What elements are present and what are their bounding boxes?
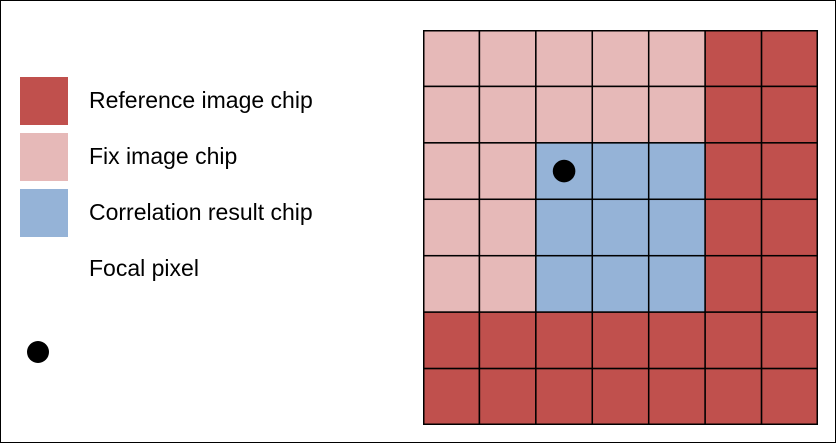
legend-item-fix: Fix image chip xyxy=(20,133,380,181)
grid-cell-correlation xyxy=(535,198,594,257)
grid-cell-reference xyxy=(704,367,763,425)
grid-cell-fix xyxy=(535,85,594,144)
grid-cell-fix xyxy=(535,30,594,88)
grid-cell-fix xyxy=(423,30,481,88)
grid-cell-reference xyxy=(760,142,818,201)
fix-swatch xyxy=(20,133,68,181)
grid-cell-correlation xyxy=(647,142,706,201)
grid-cell-reference xyxy=(478,311,537,370)
grid-cell-reference xyxy=(760,85,818,144)
grid-cell-reference xyxy=(478,367,537,425)
grid-cell-fix xyxy=(478,142,537,201)
grid-cell-reference xyxy=(535,311,594,370)
grid-cell-reference xyxy=(760,198,818,257)
legend-item-focal: Focal pixel xyxy=(20,245,380,293)
grid-cell-reference xyxy=(760,311,818,370)
focal-pixel-dot-icon xyxy=(27,341,49,363)
grid-cell-reference xyxy=(704,142,763,201)
grid-cell-fix xyxy=(423,85,481,144)
grid-cell-correlation xyxy=(591,198,650,257)
grid-cell-reference xyxy=(760,367,818,425)
grid-cell-reference xyxy=(423,311,481,370)
focal-pixel-marker-icon xyxy=(552,159,576,183)
grid-cell-reference xyxy=(704,198,763,257)
legend-label-reference: Reference image chip xyxy=(89,87,313,113)
legend-label-correlation: Correlation result chip xyxy=(89,199,313,225)
grid-cell-correlation xyxy=(535,254,594,313)
grid-cell-correlation xyxy=(647,198,706,257)
grid-cell-reference xyxy=(647,311,706,370)
grid-cell-fix xyxy=(478,198,537,257)
grid-cell-fix xyxy=(423,254,481,313)
grid-cell-fix xyxy=(478,85,537,144)
legend-item-reference: Reference image chip xyxy=(20,77,380,125)
grid-cell-fix xyxy=(591,30,650,88)
chip-grid xyxy=(423,30,818,425)
grid-cell-reference xyxy=(704,311,763,370)
grid-cell-correlation xyxy=(591,142,650,201)
grid-cell-fix xyxy=(423,198,481,257)
legend-label-focal: Focal pixel xyxy=(89,255,199,281)
legend-item-correlation: Correlation result chip xyxy=(20,189,380,237)
grid-cell-reference xyxy=(647,367,706,425)
grid-cell-fix xyxy=(647,30,706,88)
grid-cell-fix xyxy=(591,85,650,144)
grid-cell-fix xyxy=(423,142,481,201)
grid-cell-reference xyxy=(704,85,763,144)
grid-cell-reference xyxy=(760,30,818,88)
grid-cell-reference xyxy=(591,311,650,370)
grid-cell-correlation xyxy=(591,254,650,313)
grid-cell-fix xyxy=(647,85,706,144)
legend-label-fix: Fix image chip xyxy=(89,143,238,169)
grid-cell-reference xyxy=(760,254,818,313)
grid-cell-reference xyxy=(591,367,650,425)
grid-cell-fix xyxy=(478,30,537,88)
grid-cell-reference xyxy=(704,254,763,313)
grid-cell-reference xyxy=(535,367,594,425)
chip-grid-svg xyxy=(423,30,818,425)
correlation-swatch xyxy=(20,189,68,237)
grid-cell-reference xyxy=(704,30,763,88)
grid-cell-reference xyxy=(423,367,481,425)
reference-swatch xyxy=(20,77,68,125)
grid-border xyxy=(423,30,818,425)
grid-cell-correlation xyxy=(647,254,706,313)
grid-cell-fix xyxy=(478,254,537,313)
